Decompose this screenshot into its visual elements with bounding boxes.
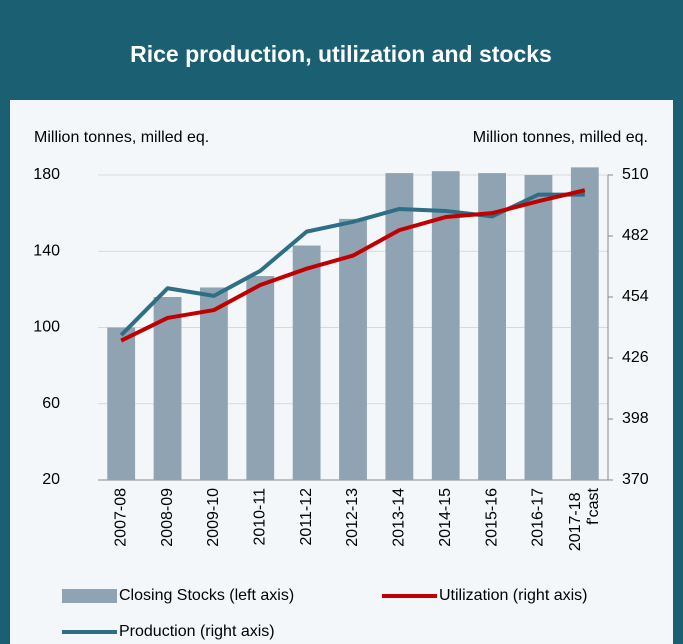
y-axis-title: Million tonnes, milled eq.	[34, 129, 209, 146]
x-tick-label-line: 2017-18	[567, 488, 584, 551]
legend-swatch	[62, 589, 117, 603]
bar	[200, 287, 228, 480]
bar	[524, 175, 553, 480]
x-tick-label: 2014-15	[437, 488, 454, 547]
bar	[107, 327, 136, 480]
legend-label: Closing Stocks (left axis)	[119, 587, 294, 604]
x-tick-label: 2012-13	[344, 488, 361, 547]
y-tick-label: 60	[42, 395, 60, 412]
y2-tick-label: 426	[622, 349, 649, 366]
y2-tick-label: 370	[622, 471, 649, 488]
y-tick-label: 180	[33, 166, 60, 183]
bar	[431, 171, 460, 480]
x-tick-label: 2017-18 f'cast	[567, 487, 602, 551]
y-tick-label: 20	[42, 471, 60, 488]
bar	[153, 297, 182, 480]
line	[120, 188, 586, 343]
y-tick-label: 100	[33, 319, 60, 336]
legend-label: Production (right axis)	[119, 623, 275, 640]
y-tick-label: 140	[33, 242, 60, 259]
bar	[570, 167, 599, 480]
x-tick-label: 2009-10	[205, 488, 222, 547]
bar	[292, 245, 321, 480]
x-tick-label: 2007-08	[112, 488, 129, 547]
bar	[478, 173, 506, 480]
chart-title: Rice production, utilization and stocks	[130, 41, 552, 67]
x-tick-label: 2013-14	[391, 488, 408, 547]
y2-tick-label: 510	[622, 166, 649, 183]
x-tick-label-line: f'cast	[585, 487, 602, 524]
x-tick-label: 2008-09	[159, 488, 176, 547]
y2-tick-label: 454	[622, 288, 649, 305]
y2-tick-label: 482	[622, 227, 649, 244]
bar	[385, 173, 414, 480]
x-tick-label: 2011-12	[298, 488, 315, 546]
x-tick-label: 2010-11	[251, 488, 268, 546]
x-tick-label: 2016-17	[530, 488, 547, 547]
y2-tick-label: 398	[622, 410, 649, 427]
y2-axis-title: Million tonnes, milled eq.	[473, 129, 648, 146]
legend-label: Utilization (right axis)	[439, 587, 587, 604]
x-tick-label: 2015-16	[483, 488, 500, 547]
bar	[339, 218, 367, 480]
bar	[246, 276, 275, 480]
